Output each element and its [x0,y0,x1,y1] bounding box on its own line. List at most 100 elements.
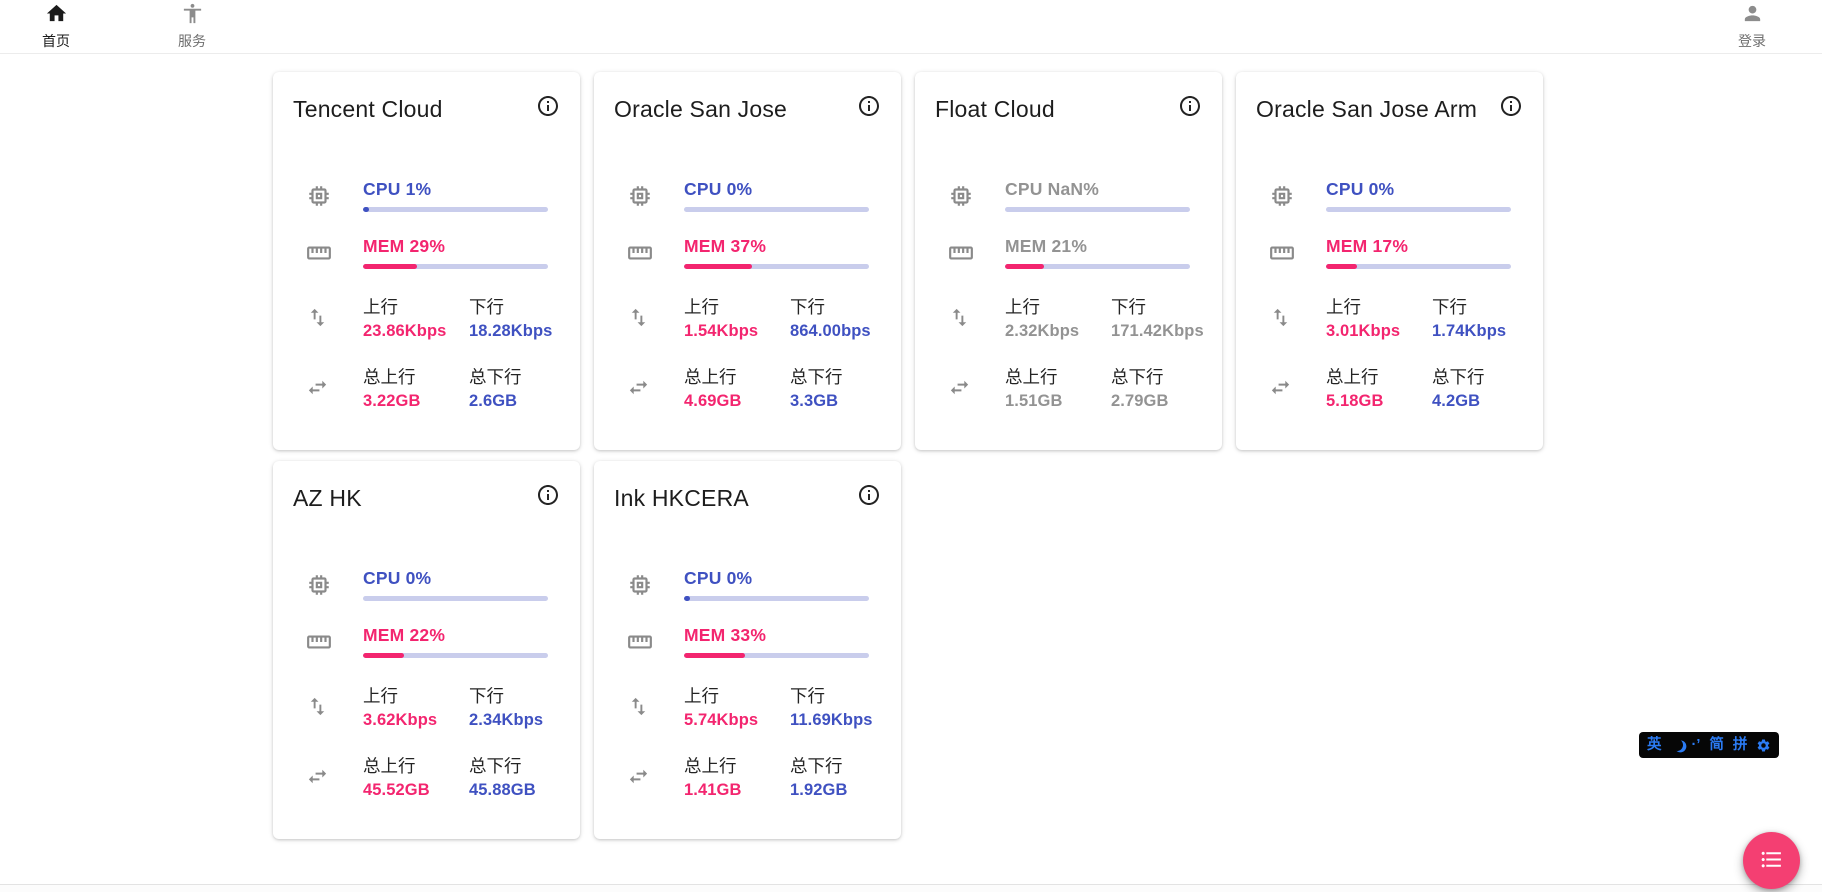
info-button[interactable] [857,483,881,507]
mem-usage-text: MEM 33% [684,625,767,645]
mem-usage-text: MEM 17% [1326,236,1409,256]
cpu-progress-bar [684,596,869,601]
server-card: Oracle San Jose Arm CPU 0% [1236,72,1543,450]
download-label: 下行 [1432,297,1467,317]
cpu-progress-bar [363,207,548,212]
total-upload-value: 4.69GB [684,392,742,410]
server-card: Ink HKCERA CPU 0% [594,461,901,839]
network-total-row: 总上行 45.52GB 总下行 45.88GB [293,753,560,800]
ime-toolbar: 英 ·’ 简 拼 [1639,732,1780,758]
network-rate-row: 上行 2.32Kbps 下行 171.42Kbps [935,294,1204,341]
ime-english-toggle[interactable]: 英 [1647,736,1662,753]
server-name: Ink HKCERA [614,485,749,511]
server-name: AZ HK [293,485,362,511]
total-download-label: 总下行 [790,756,843,776]
mem-progress-fill [363,264,417,269]
mem-progress-bar [684,264,869,269]
swap-vert-icon [1269,306,1326,329]
ime-simplified-toggle[interactable]: 简 [1709,736,1724,753]
info-button[interactable] [1178,94,1202,118]
cpu-meter-row: CPU 1% [293,179,560,212]
network-total-row: 总上行 5.18GB 总下行 4.2GB [1256,364,1523,411]
mem-progress-bar [684,653,869,658]
network-rate-row: 上行 3.01Kbps 下行 1.74Kbps [1256,294,1523,341]
gear-icon[interactable] [1756,738,1771,753]
cpu-usage-text: CPU 0% [363,568,432,588]
total-upload-value: 5.18GB [1326,392,1384,410]
network-rate-row: 上行 3.62Kbps 下行 2.34Kbps [293,683,560,730]
nav-item-services[interactable]: 服务 [164,2,220,51]
footer-divider [0,884,1822,892]
download-label: 下行 [790,297,825,317]
mem-meter-row: MEM 21% [935,236,1202,269]
total-download-value: 1.92GB [790,781,848,799]
ime-punctuation-toggle[interactable]: ·’ [1691,736,1701,753]
cpu-meter-row: CPU 0% [614,179,881,212]
cpu-chip-icon [948,183,1005,209]
cpu-progress-bar [684,207,869,212]
swap-horiz-icon [1269,376,1326,399]
upload-label: 上行 [684,686,719,706]
upload-rate-value: 3.01Kbps [1326,322,1401,340]
info-icon [1178,96,1202,121]
total-upload-value: 1.51GB [1005,392,1063,410]
download-rate-value: 11.69Kbps [790,711,873,729]
server-card: Tencent Cloud CPU 1% [273,72,580,450]
cpu-chip-icon [627,183,684,209]
mem-progress-bar [363,264,548,269]
total-download-value: 4.2GB [1432,392,1481,410]
cpu-progress-fill [363,207,369,212]
cpu-usage-text: CPU NaN% [1005,179,1099,199]
info-button[interactable] [857,94,881,118]
server-list-fab[interactable] [1743,832,1800,889]
server-name: Float Cloud [935,96,1055,122]
cpu-usage-text: CPU 0% [684,179,753,199]
download-rate-value: 864.00bps [790,322,871,340]
moon-icon[interactable] [1671,739,1683,751]
nav-item-login[interactable]: 登录 [1724,2,1780,51]
mem-progress-fill [684,653,746,658]
nav-item-home[interactable]: 首页 [28,2,84,51]
total-upload-value: 1.41GB [684,781,742,799]
mem-usage-text: MEM 22% [363,625,446,645]
total-download-label: 总下行 [1432,367,1485,387]
mem-progress-bar [1326,264,1511,269]
mem-progress-fill [363,653,404,658]
cpu-chip-icon [627,572,684,598]
network-rate-row: 上行 23.86Kbps 下行 18.28Kbps [293,294,560,341]
info-button[interactable] [1499,94,1523,118]
mem-usage-text: MEM 21% [1005,236,1088,256]
download-label: 下行 [469,686,504,706]
memory-ruler-icon [948,240,1005,266]
swap-horiz-icon [627,765,684,788]
download-label: 下行 [469,297,504,317]
total-download-value: 2.6GB [469,392,518,410]
info-icon [1499,96,1523,121]
mem-meter-row: MEM 37% [614,236,881,269]
network-rate-row: 上行 1.54Kbps 下行 864.00bps [614,294,881,341]
mem-meter-row: MEM 17% [1256,236,1523,269]
swap-vert-icon [306,695,363,718]
server-name: Oracle San Jose [614,96,788,122]
network-total-row: 总上行 1.51GB 总下行 2.79GB [935,364,1202,411]
network-total-row: 总上行 3.22GB 总下行 2.6GB [293,364,560,411]
swap-horiz-icon [627,376,684,399]
upload-label: 上行 [1005,297,1040,317]
network-total-row: 总上行 1.41GB 总下行 1.92GB [614,753,881,800]
info-button[interactable] [536,94,560,118]
cpu-progress-fill [684,596,690,601]
download-rate-value: 171.42Kbps [1111,322,1204,340]
memory-ruler-icon [627,629,684,655]
mem-meter-row: MEM 22% [293,625,560,658]
download-label: 下行 [1111,297,1146,317]
cpu-usage-text: CPU 0% [1326,179,1395,199]
ime-pinyin-toggle[interactable]: 拼 [1732,736,1748,753]
memory-ruler-icon [1269,240,1326,266]
total-upload-label: 总上行 [363,756,416,776]
memory-ruler-icon [627,240,684,266]
info-button[interactable] [536,483,560,507]
cpu-usage-text: CPU 0% [684,568,753,588]
total-upload-label: 总上行 [684,756,737,776]
upload-rate-value: 1.54Kbps [684,322,759,340]
person-icon [1741,2,1764,30]
